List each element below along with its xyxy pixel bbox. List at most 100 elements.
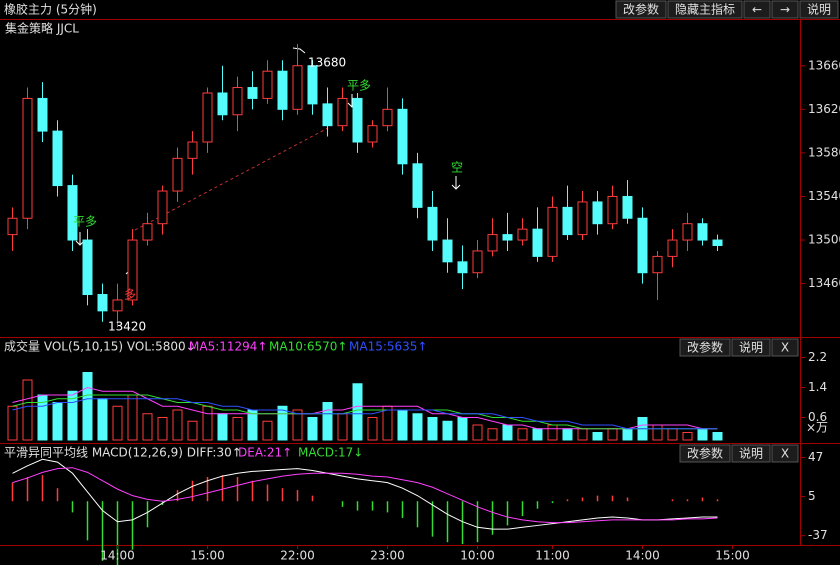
button[interactable]: X xyxy=(771,444,799,463)
candle-body xyxy=(262,70,273,99)
candle-body xyxy=(562,206,573,236)
candle-body xyxy=(142,223,153,241)
indicator-line xyxy=(12,398,718,430)
button[interactable]: 改参数 xyxy=(679,338,731,357)
button-frame[interactable] xyxy=(743,0,771,19)
button-frame[interactable] xyxy=(615,0,667,19)
y-tick-label: 47 xyxy=(808,450,823,464)
button[interactable]: X xyxy=(771,338,799,357)
annotation: 13680 xyxy=(308,56,346,70)
volume-bar xyxy=(157,417,168,441)
volume-bar xyxy=(232,417,243,441)
volume-bar xyxy=(397,409,408,441)
candle-body xyxy=(97,294,108,312)
candle-body xyxy=(292,65,303,110)
y-tick-label: 2.2 xyxy=(808,350,827,364)
volume-bar xyxy=(352,383,363,441)
volume-bar xyxy=(607,428,618,441)
candle-body xyxy=(457,261,468,274)
candle-body xyxy=(502,234,513,241)
button-frame[interactable] xyxy=(799,0,839,19)
y-tick-label: 1.4 xyxy=(808,380,827,394)
button-frame[interactable] xyxy=(731,444,771,463)
button-label[interactable]: ← xyxy=(752,3,762,17)
button[interactable]: 隐藏主指标 xyxy=(667,0,743,19)
candle-body xyxy=(442,239,453,263)
button-label[interactable]: X xyxy=(781,341,789,355)
strategy-label: 集金策略 JJCL xyxy=(5,21,79,36)
candle-body xyxy=(247,87,258,99)
button[interactable]: → xyxy=(771,0,799,19)
candle-body xyxy=(127,239,138,301)
button-label[interactable]: 改参数 xyxy=(623,2,659,17)
candle-body xyxy=(22,97,33,219)
candle-body xyxy=(577,201,588,236)
volume-bar xyxy=(652,424,663,441)
button-frame[interactable] xyxy=(679,444,731,463)
button[interactable]: 改参数 xyxy=(679,444,731,463)
candle-body xyxy=(697,223,708,241)
button[interactable]: ← xyxy=(743,0,771,19)
volume-bar xyxy=(247,409,258,441)
button-label[interactable]: 隐藏主指标 xyxy=(675,2,735,17)
y-tick-label: -37 xyxy=(808,528,828,542)
y-tick-label: 0.6 xyxy=(808,410,827,424)
volume-bar xyxy=(682,432,693,441)
volume-bar xyxy=(142,413,153,441)
button-label[interactable]: 说明 xyxy=(739,340,763,355)
button-frame[interactable] xyxy=(771,338,799,357)
candle-body xyxy=(172,157,183,192)
annotation: 多 xyxy=(124,288,136,302)
candle-body xyxy=(547,206,558,257)
button-label[interactable]: → xyxy=(780,3,790,17)
title: 橡胶主力 (5分钟) xyxy=(4,2,97,17)
volume-bar xyxy=(172,409,183,441)
button-frame[interactable] xyxy=(667,0,743,19)
annotation: 平多 xyxy=(347,79,371,93)
volume-bar xyxy=(337,413,348,441)
y-tick-label: 13540 xyxy=(808,189,840,203)
candle-body xyxy=(682,223,693,241)
volume-bar xyxy=(457,417,468,441)
x-tick-label: 22:00 xyxy=(280,549,315,563)
button[interactable]: 说明 xyxy=(799,0,839,19)
y-tick-label: 13660 xyxy=(808,58,840,72)
volume-bar xyxy=(547,424,558,441)
candle-body xyxy=(82,239,93,296)
candle-body xyxy=(412,163,423,208)
legend-entry: MACD:17↓ xyxy=(298,446,363,460)
button-frame[interactable] xyxy=(731,338,771,357)
button-label[interactable]: 说明 xyxy=(739,446,763,461)
annotation: 13420 xyxy=(108,320,146,334)
button[interactable]: 说明 xyxy=(731,444,771,463)
candle-body xyxy=(52,130,63,187)
button-frame[interactable] xyxy=(771,0,799,19)
candle-body xyxy=(637,217,648,274)
candle-body xyxy=(7,217,18,236)
candle-body xyxy=(427,206,438,241)
button[interactable]: 说明 xyxy=(731,338,771,357)
button[interactable]: 改参数 xyxy=(615,0,667,19)
button-label[interactable]: 改参数 xyxy=(687,340,723,355)
button-frame[interactable] xyxy=(679,338,731,357)
button-label[interactable]: 说明 xyxy=(807,2,831,17)
volume-bar xyxy=(667,428,678,441)
volume-bar xyxy=(262,420,273,441)
candle-body xyxy=(37,97,48,132)
button-label[interactable]: X xyxy=(781,447,789,461)
candle-body xyxy=(487,234,498,252)
candle-body xyxy=(607,195,618,225)
volume-bar xyxy=(622,428,633,441)
button-label[interactable]: 改参数 xyxy=(687,446,723,461)
volume-bar xyxy=(472,424,483,441)
candle-body xyxy=(277,70,288,110)
volume-bar xyxy=(712,432,723,441)
candle-body xyxy=(217,92,228,116)
button-frame[interactable] xyxy=(771,444,799,463)
candle-body xyxy=(112,299,123,312)
indicator-line xyxy=(12,458,718,530)
volume-bar xyxy=(187,420,198,441)
candle-body xyxy=(307,65,318,105)
volume-bar xyxy=(322,402,333,441)
candle-body xyxy=(397,108,408,165)
